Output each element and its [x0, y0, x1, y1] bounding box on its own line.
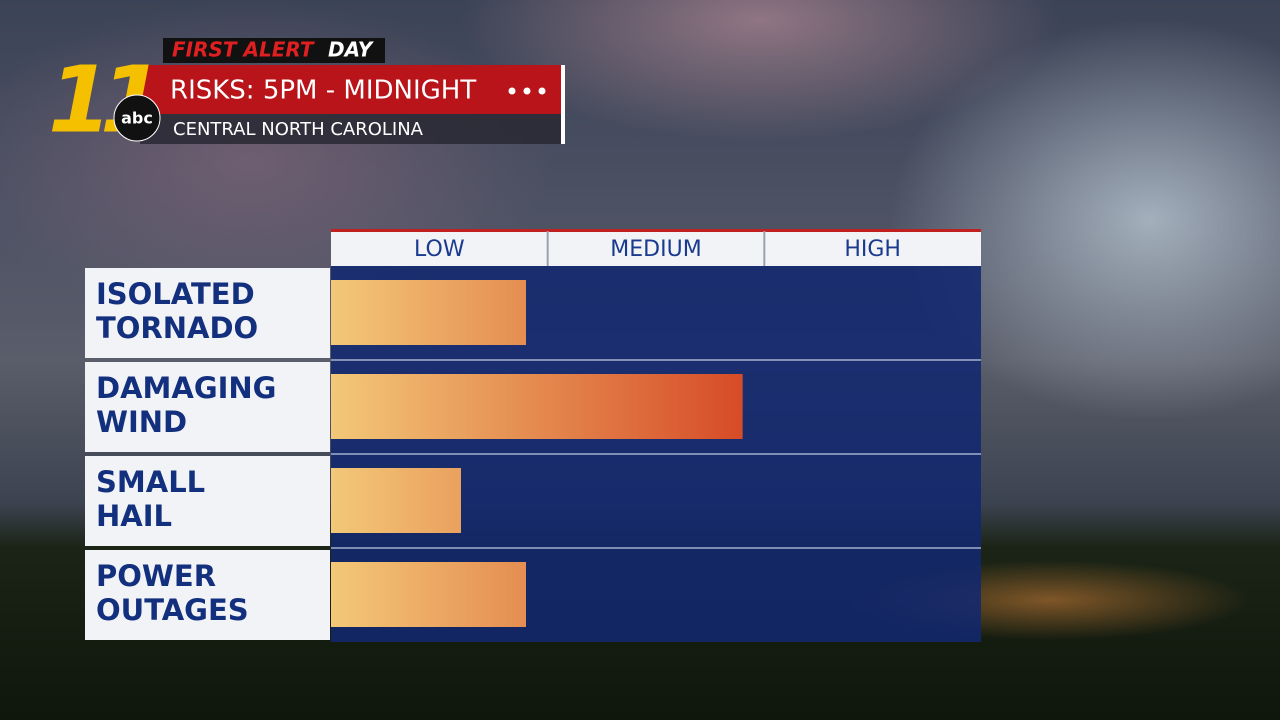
category-label: TORNADO	[96, 311, 258, 345]
category-label: DAMAGING	[96, 371, 277, 405]
dot	[508, 87, 516, 95]
category-label: ISOLATED	[96, 277, 255, 311]
category-label: HAIL	[96, 499, 172, 533]
title-banner	[140, 65, 563, 114]
network-name: abc	[121, 109, 153, 128]
banner-edge	[561, 65, 565, 144]
x-tick-label: LOW	[414, 237, 465, 262]
category-label: SMALL	[96, 465, 205, 499]
label-cell	[85, 268, 330, 358]
bar	[331, 374, 743, 439]
subtitle-banner	[140, 114, 563, 144]
subtitle: CENTRAL NORTH CAROLINA	[173, 119, 424, 140]
title: RISKS: 5PM - MIDNIGHT	[170, 76, 476, 106]
category-label: POWER	[96, 559, 216, 593]
category-label: OUTAGES	[96, 593, 249, 627]
label-cell	[85, 456, 330, 546]
header-accent	[331, 229, 981, 232]
bar	[331, 280, 526, 345]
label-cell	[85, 362, 330, 452]
show-banner	[163, 38, 385, 63]
header-row	[331, 231, 981, 266]
show-name: FIRST ALERT	[172, 38, 315, 62]
x-tick-label: MEDIUM	[610, 237, 701, 262]
dot	[538, 87, 546, 95]
network-logo	[113, 94, 161, 142]
dot	[523, 87, 531, 95]
category-label: WIND	[96, 405, 187, 439]
show-day: DAY	[328, 38, 375, 62]
x-tick-label: HIGH	[844, 237, 901, 262]
bar	[331, 562, 526, 627]
bar	[331, 468, 461, 533]
label-cell	[85, 550, 330, 640]
